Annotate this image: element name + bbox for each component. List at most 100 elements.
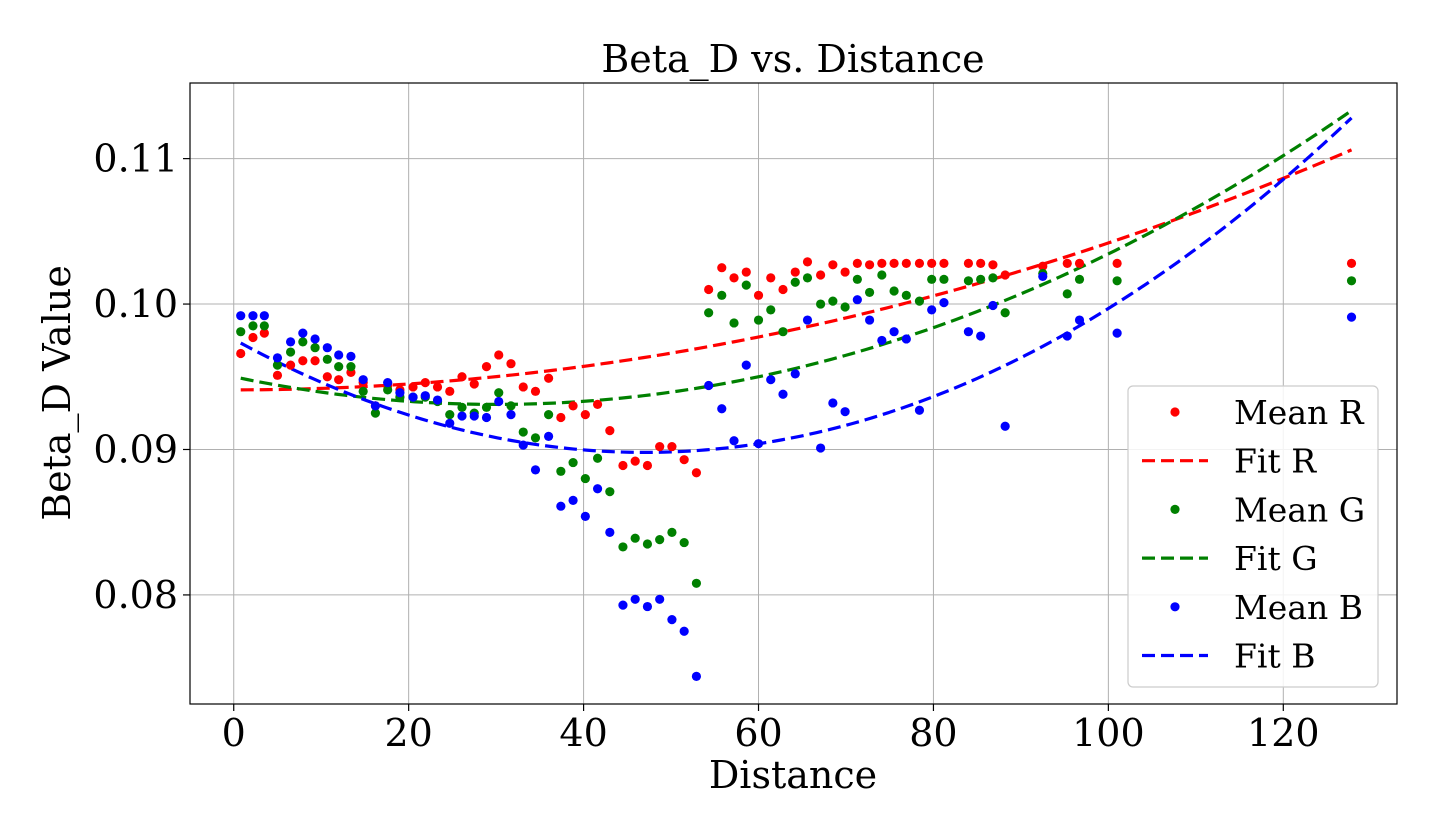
point-mean-g (285, 347, 296, 357)
legend: Mean R Fit R Mean G Fit G Mean B Fit B (1127, 385, 1379, 688)
point-mean-b (494, 396, 504, 407)
point-mean-g (741, 280, 751, 290)
point-mean-b (298, 328, 308, 338)
point-mean-g (642, 539, 653, 549)
point-mean-b (667, 615, 677, 625)
point-mean-b (864, 315, 875, 325)
point-mean-g (766, 305, 776, 315)
point-mean-r (642, 460, 653, 471)
point-mean-g (568, 457, 578, 468)
point-mean-r (630, 456, 640, 466)
point-mean-r (778, 284, 788, 295)
point-mean-r (506, 359, 516, 369)
point-mean-g (691, 578, 702, 588)
point-mean-b (790, 369, 800, 379)
point-mean-b (469, 411, 479, 421)
point-mean-g (939, 274, 949, 284)
point-mean-r (248, 332, 258, 343)
point-mean-g (580, 473, 590, 484)
point-mean-g (1112, 276, 1122, 286)
point-mean-r (236, 348, 246, 359)
point-mean-r (432, 382, 443, 392)
point-mean-g (334, 361, 344, 372)
legend-label-fit-b: Fit B (1234, 637, 1315, 676)
point-mean-b (655, 594, 665, 604)
point-mean-b (383, 377, 393, 388)
point-mean-g (717, 290, 727, 300)
point-mean-b (766, 375, 776, 385)
point-mean-r (580, 409, 590, 420)
point-mean-r (889, 258, 899, 268)
point-mean-g (927, 274, 937, 284)
point-mean-r (741, 267, 751, 277)
point-mean-b (556, 501, 566, 511)
point-mean-b (877, 335, 887, 346)
point-mean-b (457, 411, 467, 421)
point-mean-g (481, 402, 492, 412)
x-axis-label: Distance (709, 753, 877, 797)
point-mean-r (828, 260, 838, 270)
point-mean-b (518, 440, 528, 450)
point-mean-b (580, 511, 590, 521)
point-mean-g (556, 466, 566, 476)
point-mean-b (630, 594, 640, 604)
point-mean-b (852, 295, 862, 305)
point-mean-g (370, 408, 381, 418)
point-mean-g (852, 274, 862, 284)
point-mean-g (618, 542, 628, 552)
point-mean-r (544, 373, 554, 383)
point-mean-g (816, 299, 826, 309)
point-mean-g (383, 385, 393, 395)
point-mean-g (914, 296, 925, 306)
point-mean-r (556, 412, 566, 423)
legend-label-mean-g: Mean G (1234, 490, 1365, 529)
point-mean-b (901, 334, 911, 344)
point-mean-b (704, 380, 714, 391)
point-mean-g (704, 308, 714, 318)
fit-line-fit-b (239, 116, 1353, 455)
point-mean-g (494, 388, 504, 398)
point-mean-r (322, 372, 332, 382)
y-tick-label: 0.10 (93, 282, 178, 326)
point-mean-r (939, 258, 949, 268)
point-mean-r (877, 258, 887, 268)
point-mean-b (481, 412, 492, 423)
point-mean-b (530, 465, 541, 475)
point-mean-g (753, 315, 764, 325)
point-mean-g (679, 537, 689, 548)
point-mean-b (1000, 421, 1010, 431)
point-mean-r (988, 260, 998, 270)
point-mean-r (691, 468, 702, 478)
point-mean-g (248, 321, 258, 331)
point-mean-b (395, 388, 405, 398)
point-mean-b (691, 671, 702, 681)
x-tick-label: 40 (559, 711, 607, 755)
chart-title: Beta_D vs. Distance (601, 37, 984, 82)
y-axis-label: Beta_D Value (35, 265, 80, 521)
point-mean-r (852, 258, 862, 268)
point-mean-r (408, 382, 418, 392)
point-mean-r (457, 372, 467, 382)
point-mean-b (420, 391, 430, 401)
point-mean-g (630, 533, 640, 543)
point-mean-b (618, 600, 628, 610)
point-mean-r (729, 273, 739, 283)
point-mean-r (790, 267, 800, 277)
point-mean-b (248, 311, 258, 321)
point-mean-g (346, 361, 356, 372)
point-mean-b (1346, 312, 1357, 322)
point-mean-b (506, 409, 516, 420)
point-mean-g (1062, 289, 1072, 299)
point-mean-b (445, 418, 455, 428)
point-mean-g (445, 409, 455, 420)
point-mean-b (236, 311, 246, 321)
point-mean-b (816, 443, 826, 453)
x-tick-label: 0 (222, 711, 246, 755)
point-mean-r (272, 370, 283, 380)
point-mean-g (605, 487, 615, 497)
point-mean-b (741, 360, 751, 370)
point-mean-r (568, 401, 578, 411)
point-mean-b (310, 334, 320, 344)
point-mean-r (445, 386, 455, 396)
point-mean-b (285, 337, 296, 347)
